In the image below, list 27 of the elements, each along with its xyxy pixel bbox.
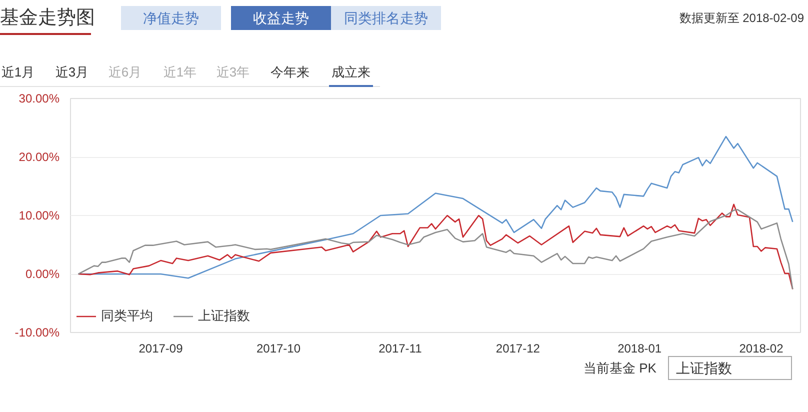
text: 近3年 [216,64,250,80]
y-tick-label: 20.00% [18,150,60,164]
y-tick-label: 0.00% [25,267,60,281]
x-tick-label: 2017-12 [496,342,540,356]
x-tick-label: 2017-11 [378,342,422,356]
x-tick-label: 2018-02 [739,342,784,356]
text: 近6月 [108,64,142,80]
text: 收益走势 [253,10,309,26]
text: 近1月 [1,64,35,80]
text: 同类排名走势 [344,10,428,26]
text: 上证指数 [676,360,732,376]
chart-subtitle: 数据更新至 2018-02-09 [679,11,804,25]
y-tick-label: -10.00% [14,326,60,340]
legend-label: 上证指数 [198,307,250,325]
text: 近3月 [55,64,89,80]
x-tick-label: 2017-10 [256,342,301,356]
y-tick-label: 10.00% [18,208,60,222]
text: 今年来 [270,64,310,80]
chart-title: 基金走势图 [0,8,95,28]
legend-label: 同类平均 [101,307,153,325]
x-tick-label: 2017-09 [138,342,184,356]
text: 成立来 [332,64,370,80]
y-tick-label: 30.00% [18,92,60,106]
text: 净值走势 [143,10,199,26]
text: 近1年 [163,64,197,80]
x-tick-label: 2018-01 [618,342,662,356]
text: 当前基金 PK [584,360,656,376]
